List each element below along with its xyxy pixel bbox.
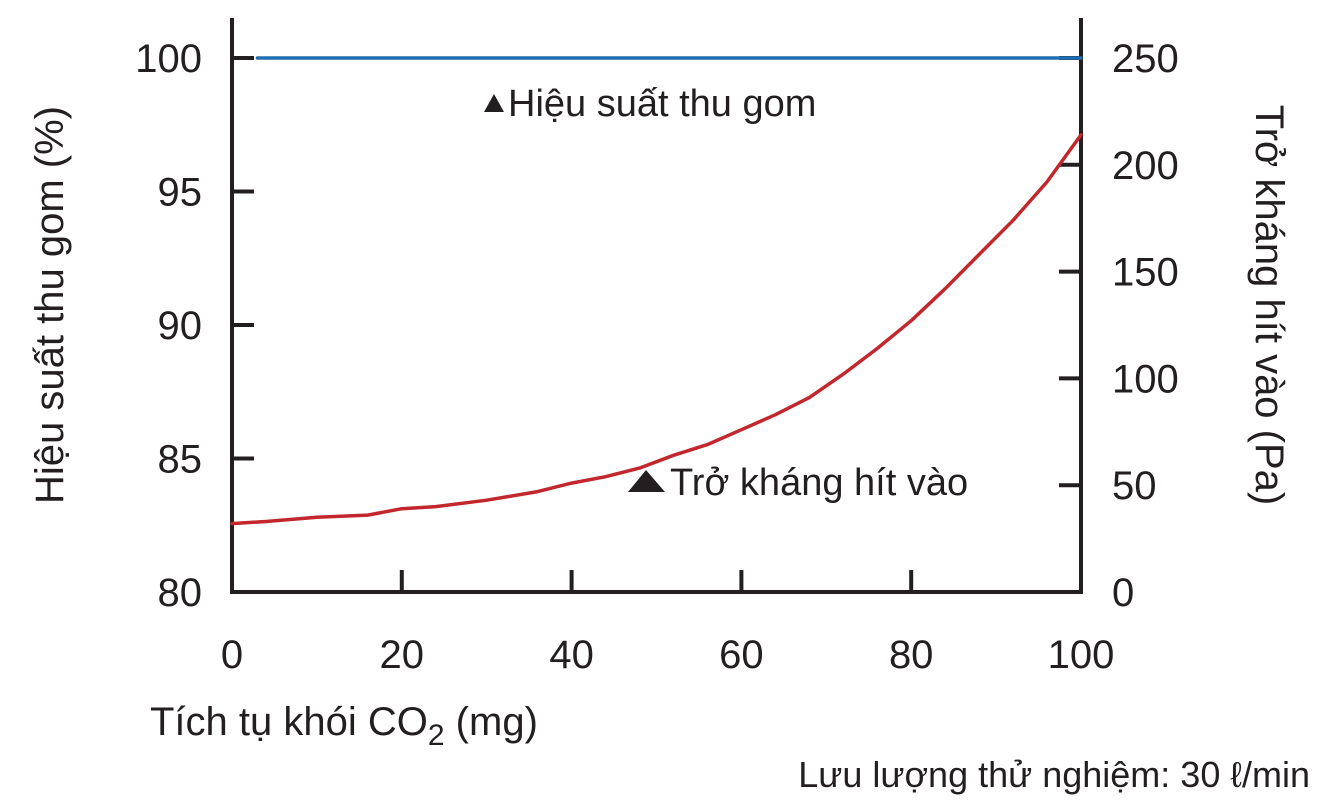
annotation-efficiency: Hiệu suất thu gom <box>484 83 816 125</box>
x-axis-label: Tích tụ khói CO2 (mg) <box>150 700 538 752</box>
x-tick-label: 80 <box>889 633 934 677</box>
annotation-efficiency-label: Hiệu suất thu gom <box>508 83 816 125</box>
x-axis-ticks: 0 20 40 60 80 100 <box>221 570 1115 677</box>
left-y-tick-label: 90 <box>158 304 203 348</box>
left-y-tick-label: 100 <box>135 37 202 81</box>
right-y-tick-label: 0 <box>1112 571 1134 615</box>
x-tick-label: 20 <box>380 633 425 677</box>
left-y-tick-label: 85 <box>158 438 203 482</box>
x-axis-label-unit: (mg) <box>445 700 538 744</box>
triangle-marker-icon <box>484 94 504 112</box>
test-flow-note: Lưu lượng thử nghiệm: 30 ℓ/min <box>798 754 1310 795</box>
right-y-tick-label: 150 <box>1112 251 1179 295</box>
annotation-resistance-label: Trở kháng hít vào <box>670 462 968 504</box>
x-tick-label: 60 <box>719 633 764 677</box>
left-y-tick-label: 80 <box>158 571 203 615</box>
resistance-series-line <box>230 133 1083 526</box>
triangle-marker-icon <box>628 470 665 492</box>
x-tick-label: 100 <box>1048 633 1115 677</box>
right-y-tick-label: 50 <box>1112 464 1157 508</box>
right-y-axis-ticks: 0 50 100 150 200 250 <box>1059 37 1179 615</box>
right-y-tick-label: 100 <box>1112 357 1179 401</box>
series-lines <box>230 56 1083 526</box>
x-tick-label: 0 <box>221 633 243 677</box>
x-axis-label-main: Tích tụ khói CO <box>150 700 428 744</box>
right-y-tick-label: 200 <box>1112 144 1179 188</box>
x-axis-label-subscript: 2 <box>428 719 445 752</box>
right-y-tick-label: 250 <box>1112 37 1179 81</box>
right-y-axis-label: Trở kháng hít vào (Pa) <box>1247 105 1291 505</box>
left-y-tick-label: 95 <box>158 171 203 215</box>
annotation-resistance: Trở kháng hít vào <box>628 462 968 504</box>
left-y-axis-label: Hiệu suất thu gom (%) <box>28 106 72 504</box>
x-tick-label: 40 <box>549 633 594 677</box>
left-y-axis-ticks: 80 85 90 95 100 <box>135 37 254 615</box>
